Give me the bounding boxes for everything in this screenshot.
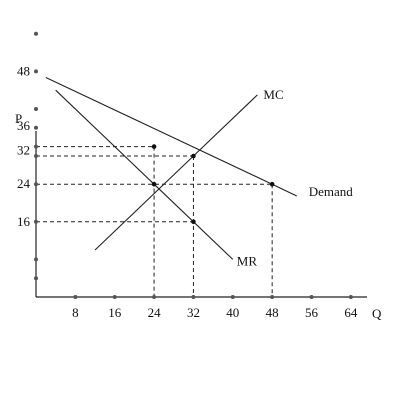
- labels: P Q: [15, 111, 382, 321]
- x-tick-8: 8: [72, 305, 79, 320]
- x-tick-32: 32: [187, 305, 200, 320]
- mc-label: MC: [263, 87, 283, 102]
- x-tick-56: 56: [305, 305, 319, 320]
- y-axis-dot-56: [34, 31, 38, 36]
- mr-curve: [55, 89, 234, 260]
- y-axis-dot-40: [34, 107, 38, 111]
- x-axis-dot-24: [152, 295, 157, 299]
- x-tick-48: 48: [266, 305, 279, 320]
- demand-label: Demand: [309, 184, 354, 199]
- y-tick-36: 36: [17, 118, 31, 133]
- tick-labels: 8 16 24 32 40 48 56 64 16 24 32 36 48 64: [17, 0, 358, 320]
- x-axis-dot-64: [348, 295, 353, 299]
- y-tick-16: 16: [17, 214, 31, 229]
- y-axis-title: P: [15, 111, 22, 126]
- mc-curve: [94, 94, 258, 251]
- y-tick-32: 32: [17, 143, 30, 158]
- point-4: [191, 219, 196, 225]
- x-axis-dot-16: [112, 295, 117, 299]
- y-axis-dot-4: [34, 276, 38, 281]
- y-axis-dot-32: [34, 144, 38, 149]
- data-points: [151, 144, 275, 225]
- x-axis-dot-8: [73, 295, 78, 299]
- point-0: [151, 144, 157, 149]
- y-tick-64: 64: [17, 0, 31, 3]
- x-tick-64: 64: [344, 305, 358, 320]
- axis-markers: [34, 31, 353, 299]
- y-axis-dot-48: [34, 69, 38, 74]
- x-axis-title: Q: [372, 306, 382, 321]
- y-axis-dot-30: [34, 154, 38, 158]
- x-axis-dot-48: [270, 295, 275, 299]
- guide-lines: [36, 146, 273, 297]
- y-axis-dot-36: [34, 125, 38, 130]
- x-axis-dot-32: [191, 295, 196, 299]
- x-tick-16: 16: [108, 305, 122, 320]
- y-axis-dot-8: [34, 257, 38, 262]
- y-axis-dot-24: [34, 182, 38, 187]
- point-2: [269, 181, 275, 187]
- x-axis-dot-40: [230, 295, 235, 299]
- x-axis-dot-56: [309, 295, 314, 299]
- point-3: [151, 181, 157, 187]
- x-tick-40: 40: [226, 305, 239, 320]
- y-tick-48: 48: [17, 63, 30, 78]
- point-1: [191, 153, 196, 159]
- curves: Demand MC MR: [45, 77, 354, 268]
- y-tick-24: 24: [17, 176, 31, 191]
- y-axis-dot-16: [34, 219, 38, 224]
- demand-curve: [45, 77, 297, 197]
- mr-label: MR: [237, 253, 258, 268]
- x-tick-24: 24: [148, 305, 162, 320]
